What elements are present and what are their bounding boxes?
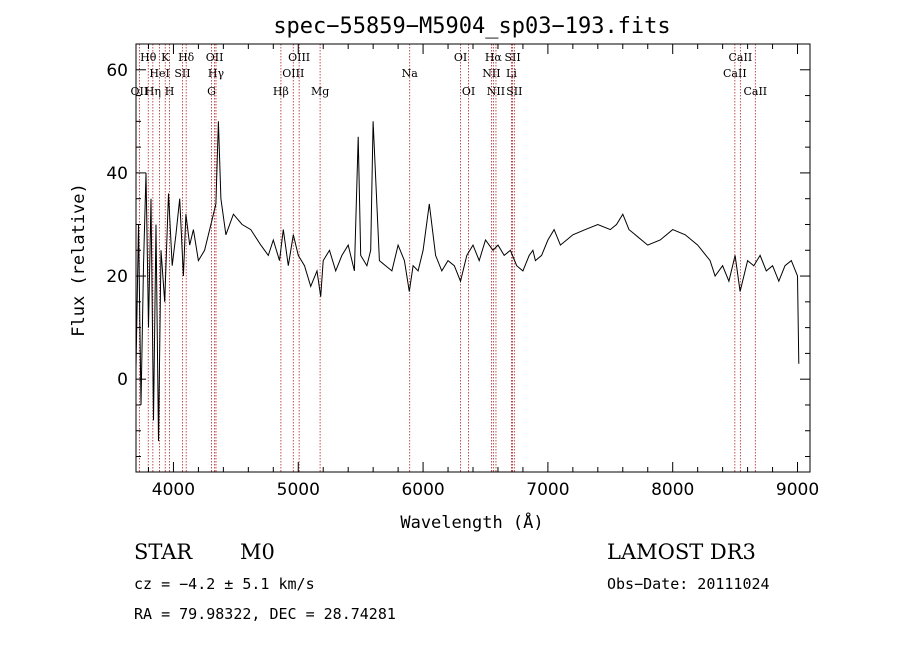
line-label: CaII (729, 51, 753, 64)
line-label: OII (206, 51, 224, 64)
line-label: NII (482, 67, 500, 80)
y-tick-label: 0 (117, 370, 128, 390)
y-tick-label: 40 (106, 164, 128, 184)
x-tick-label: 5000 (277, 480, 320, 500)
x-tick-label: 7000 (526, 480, 569, 500)
line-label: OIII (288, 51, 310, 64)
line-label: Li (506, 67, 517, 80)
x-axis-label: Wavelength (Å) (400, 511, 543, 533)
axis-tick-labels: 4000 5000 6000 7000 8000 9000 0 20 40 60 (106, 61, 819, 500)
chart-title: spec−55859−M5904_sp03−193.fits (273, 14, 670, 39)
spectrum-line (135, 121, 800, 442)
line-label: CaII (723, 67, 747, 80)
redshift-cz: cz = −4.2 ± 5.1 km/s (134, 575, 315, 593)
line-label: OI (454, 51, 467, 64)
line-label: NII (487, 85, 505, 98)
line-label: Hθ (140, 51, 157, 64)
plot-frame (135, 43, 811, 473)
line-label: OII (131, 85, 149, 98)
object-class: STAR (134, 540, 193, 564)
x-tick-label: 9000 (776, 480, 819, 500)
spectral-line-markers (138, 44, 756, 472)
line-label: Na (402, 67, 419, 80)
line-label: OIII (282, 67, 304, 80)
line-label: SII (174, 67, 190, 80)
line-label: HeI (149, 67, 169, 80)
survey-name: LAMOST DR3 (607, 540, 756, 564)
x-tick-label: 4000 (152, 480, 195, 500)
coordinates: RA = 79.98322, DEC = 28.74281 (134, 605, 396, 623)
line-label: K (161, 51, 170, 64)
y-tick-label: 20 (106, 267, 128, 287)
line-label: Hδ (178, 51, 195, 64)
line-label: SII (506, 85, 522, 98)
x-tick-label: 6000 (401, 480, 444, 500)
y-tick-label: 60 (106, 61, 128, 81)
x-tick-label: 8000 (651, 480, 694, 500)
line-label: G (207, 85, 216, 98)
observation-date: Obs−Date: 20111024 (607, 575, 770, 593)
object-subclass: M0 (240, 540, 275, 564)
axis-ticks (136, 43, 810, 472)
line-label: SII (504, 51, 520, 64)
line-label: H (165, 85, 175, 98)
line-label: OI (462, 85, 475, 98)
line-label: Hη (145, 85, 161, 98)
line-label: CaII (743, 85, 767, 98)
y-axis-label: Flux (relative) (69, 183, 89, 337)
line-label: Hα (485, 51, 503, 64)
spectral-line-labels: HθOIIHηHeIKHSIIHδGOIIHγHβOIIIOIIIMgNaOIO… (131, 51, 768, 98)
line-label: Mg (311, 85, 329, 98)
line-label: Hβ (273, 85, 289, 98)
line-label: Hγ (208, 67, 225, 80)
